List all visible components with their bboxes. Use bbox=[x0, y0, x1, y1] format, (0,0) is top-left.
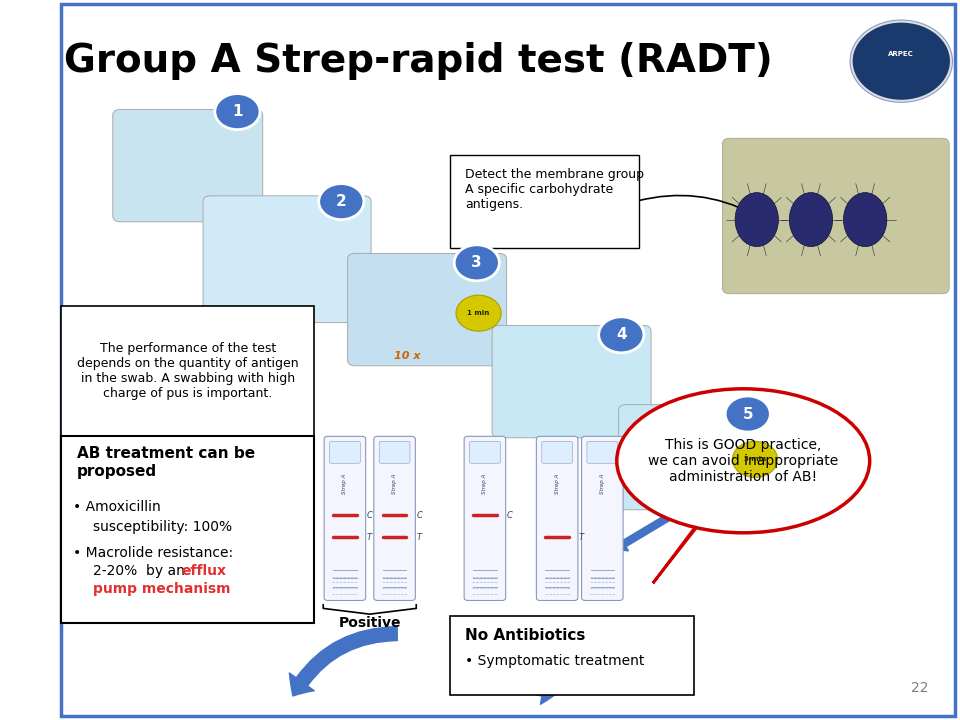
FancyBboxPatch shape bbox=[324, 436, 366, 600]
FancyBboxPatch shape bbox=[541, 441, 572, 463]
Ellipse shape bbox=[844, 193, 887, 247]
Text: efflux: efflux bbox=[181, 564, 227, 578]
FancyBboxPatch shape bbox=[329, 441, 360, 463]
FancyBboxPatch shape bbox=[112, 109, 263, 222]
Text: T: T bbox=[367, 533, 372, 542]
Text: pump mechanism: pump mechanism bbox=[93, 582, 230, 596]
FancyBboxPatch shape bbox=[204, 196, 372, 323]
Text: The performance of the test
depends on the quantity of antigen
in the swab. A sw: The performance of the test depends on t… bbox=[77, 342, 299, 400]
Text: 1 min: 1 min bbox=[468, 310, 490, 316]
Text: Detect the membrane group
A specific carbohydrate
antigens.: Detect the membrane group A specific car… bbox=[465, 168, 644, 212]
FancyBboxPatch shape bbox=[618, 405, 778, 510]
Text: T: T bbox=[417, 533, 421, 542]
FancyBboxPatch shape bbox=[492, 325, 651, 438]
Text: C: C bbox=[367, 510, 372, 520]
FancyBboxPatch shape bbox=[582, 436, 623, 600]
Text: AB treatment can be
proposed: AB treatment can be proposed bbox=[77, 446, 254, 479]
Circle shape bbox=[599, 317, 644, 353]
Text: C: C bbox=[417, 510, 422, 520]
Text: T: T bbox=[579, 533, 584, 542]
Text: Strep A: Strep A bbox=[483, 474, 488, 494]
Polygon shape bbox=[653, 511, 708, 583]
Ellipse shape bbox=[789, 193, 832, 247]
FancyArrowPatch shape bbox=[289, 626, 397, 696]
FancyBboxPatch shape bbox=[379, 441, 410, 463]
Text: 3: 3 bbox=[471, 256, 482, 270]
Text: Group A Strep-rapid test (RADT): Group A Strep-rapid test (RADT) bbox=[63, 42, 773, 80]
Circle shape bbox=[732, 441, 778, 477]
FancyBboxPatch shape bbox=[469, 441, 500, 463]
Text: Invalid: Invalid bbox=[553, 616, 606, 629]
FancyBboxPatch shape bbox=[723, 138, 949, 294]
Circle shape bbox=[456, 295, 501, 331]
Text: Strep A: Strep A bbox=[555, 474, 560, 494]
FancyBboxPatch shape bbox=[61, 4, 955, 716]
FancyBboxPatch shape bbox=[537, 436, 578, 600]
Text: susceptibility: 100%: susceptibility: 100% bbox=[93, 520, 232, 534]
Ellipse shape bbox=[616, 389, 870, 533]
Text: Positive: Positive bbox=[339, 616, 401, 629]
FancyArrowPatch shape bbox=[468, 633, 560, 704]
Text: Strep A: Strep A bbox=[600, 474, 605, 494]
Text: 5 min: 5 min bbox=[744, 456, 766, 462]
Circle shape bbox=[852, 22, 951, 101]
Text: • Macrolide resistance:: • Macrolide resistance: bbox=[73, 546, 233, 559]
Text: • Amoxicillin: • Amoxicillin bbox=[73, 500, 160, 514]
Text: 2: 2 bbox=[336, 194, 347, 209]
Text: This is GOOD practice,
we can avoid inappropriate
administration of AB!: This is GOOD practice, we can avoid inap… bbox=[648, 438, 838, 484]
Text: ARPEC: ARPEC bbox=[888, 51, 914, 57]
FancyBboxPatch shape bbox=[61, 306, 314, 436]
Text: 22: 22 bbox=[911, 681, 928, 695]
Text: C: C bbox=[507, 510, 513, 520]
Text: Strep A: Strep A bbox=[392, 474, 397, 494]
Text: Negative: Negative bbox=[450, 616, 520, 629]
Text: 4: 4 bbox=[616, 328, 627, 342]
FancyArrowPatch shape bbox=[614, 506, 684, 551]
Circle shape bbox=[725, 396, 770, 432]
FancyBboxPatch shape bbox=[449, 616, 693, 695]
FancyBboxPatch shape bbox=[587, 441, 617, 463]
Circle shape bbox=[319, 184, 364, 220]
Circle shape bbox=[454, 245, 499, 281]
FancyBboxPatch shape bbox=[61, 436, 314, 623]
Circle shape bbox=[215, 94, 260, 130]
Text: 5: 5 bbox=[742, 407, 753, 421]
Ellipse shape bbox=[735, 193, 779, 247]
Text: No Antibiotics: No Antibiotics bbox=[465, 628, 586, 643]
FancyBboxPatch shape bbox=[449, 155, 639, 248]
FancyBboxPatch shape bbox=[464, 436, 506, 600]
Text: Strep A: Strep A bbox=[343, 474, 348, 494]
Text: • Symptomatic treatment: • Symptomatic treatment bbox=[465, 654, 644, 667]
Text: 2-20%  by an: 2-20% by an bbox=[93, 564, 189, 578]
FancyBboxPatch shape bbox=[373, 436, 416, 600]
FancyBboxPatch shape bbox=[348, 253, 507, 366]
Text: 10 x: 10 x bbox=[394, 351, 420, 361]
Text: 1: 1 bbox=[232, 104, 243, 119]
